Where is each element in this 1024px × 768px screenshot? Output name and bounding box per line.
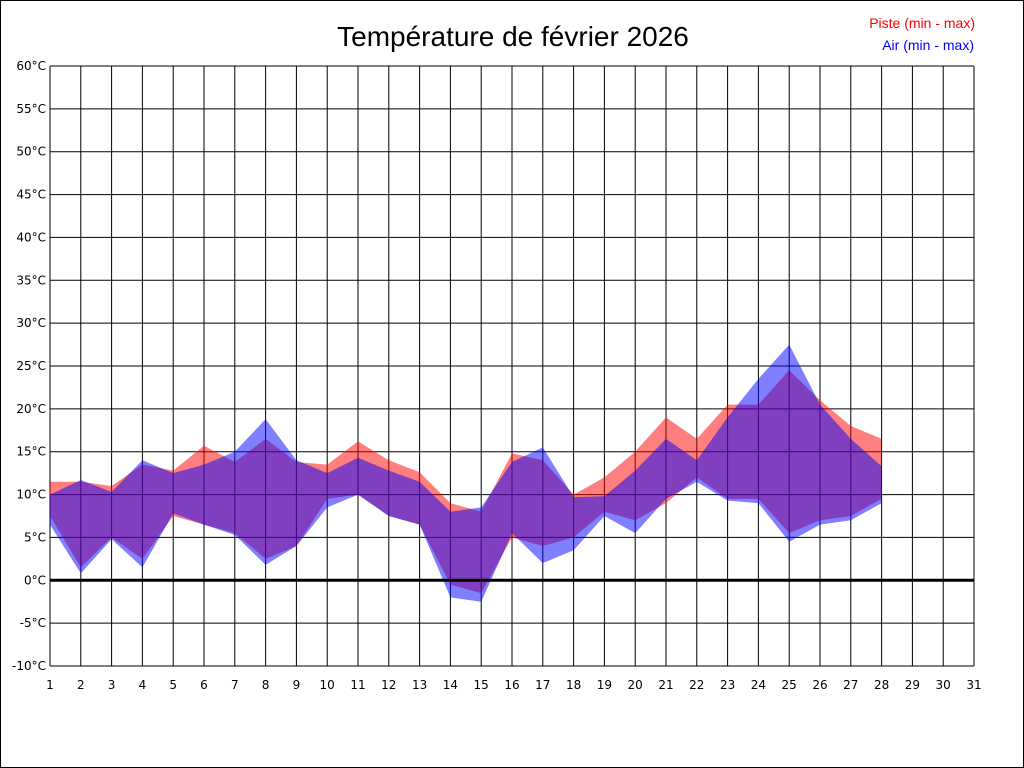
x-tick-label: 24: [751, 678, 766, 692]
x-tick-label: 5: [169, 678, 177, 692]
x-tick-label: 28: [874, 678, 889, 692]
x-tick-label: 23: [720, 678, 735, 692]
x-tick-label: 18: [566, 678, 581, 692]
x-tick-label: 1: [46, 678, 54, 692]
series-band-air: [50, 344, 882, 602]
y-tick-label: 40°C: [16, 230, 46, 244]
x-tick-label: 3: [108, 678, 116, 692]
y-tick-label: -10°C: [12, 659, 46, 673]
x-tick-label: 20: [628, 678, 643, 692]
x-tick-label: 11: [350, 678, 365, 692]
x-tick-label: 26: [812, 678, 827, 692]
x-tick-label: 22: [689, 678, 704, 692]
y-tick-label: 5°C: [24, 530, 46, 544]
chart-title: Température de février 2026: [337, 21, 689, 52]
y-tick-label: 50°C: [16, 145, 46, 159]
x-tick-label: 9: [293, 678, 301, 692]
x-tick-label: 25: [782, 678, 797, 692]
x-tick-label: 31: [966, 678, 981, 692]
y-tick-label: 0°C: [24, 573, 46, 587]
x-tick-label: 15: [474, 678, 489, 692]
legend-entry-piste: Piste (min - max): [869, 15, 975, 31]
x-tick-label: 30: [936, 678, 951, 692]
x-tick-label: 14: [443, 678, 458, 692]
y-tick-label: 30°C: [16, 316, 46, 330]
y-axis-ticks: -10°C -5°C 0°C 5°C 10°C 15°C 20°C 25°C 30°C 35°C 4…: [12, 59, 46, 673]
grid: [49, 65, 975, 667]
x-tick-label: 2: [77, 678, 85, 692]
x-tick-label: 7: [231, 678, 239, 692]
x-tick-label: 27: [843, 678, 858, 692]
y-tick-label: 15°C: [16, 445, 46, 459]
x-tick-label: 16: [504, 678, 519, 692]
y-tick-label: 55°C: [16, 102, 46, 116]
x-tick-label: 21: [658, 678, 673, 692]
x-tick-label: 12: [381, 678, 396, 692]
y-tick-label: -5°C: [20, 616, 46, 630]
x-tick-label: 4: [139, 678, 147, 692]
x-tick-label: 19: [597, 678, 612, 692]
series-areas: [50, 344, 882, 602]
y-tick-label: 35°C: [16, 273, 46, 287]
x-tick-label: 17: [535, 678, 550, 692]
x-tick-label: 8: [262, 678, 270, 692]
y-tick-label: 45°C: [16, 188, 46, 202]
x-tick-label: 29: [905, 678, 920, 692]
y-tick-label: 60°C: [16, 59, 46, 73]
y-tick-label: 20°C: [16, 402, 46, 416]
x-tick-label: 10: [320, 678, 335, 692]
x-tick-label: 13: [412, 678, 427, 692]
legend-entry-air: Air (min - max): [882, 37, 974, 53]
y-tick-label: 25°C: [16, 359, 46, 373]
x-tick-label: 6: [200, 678, 208, 692]
x-axis-ticks: 1 2 3 4 5 6 7 8 9 10 11 12 13 14 15 16 17 18 19 20 21 22 23 24 2…: [46, 678, 981, 692]
y-tick-label: 10°C: [16, 488, 46, 502]
